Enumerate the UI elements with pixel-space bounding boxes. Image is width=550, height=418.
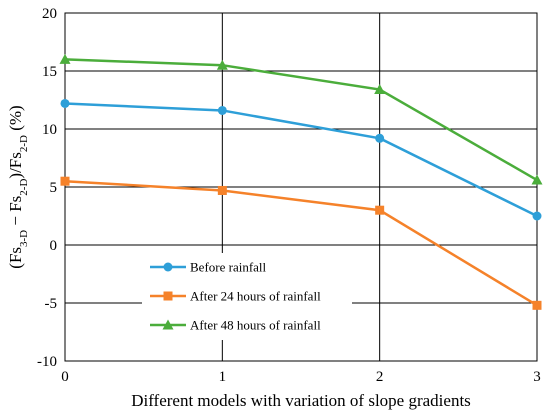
x-tick-label: 3 (533, 369, 541, 385)
legend-label: After 24 hours of rainfall (190, 289, 321, 304)
x-tick-label: 2 (376, 369, 384, 385)
series-line (64, 179, 538, 307)
y-tick-label: 15 (42, 64, 57, 80)
series (59, 53, 543, 310)
data-point (60, 98, 70, 108)
series-line (64, 102, 538, 218)
legend-marker (162, 319, 174, 330)
series-line (64, 58, 538, 182)
data-point (375, 205, 385, 215)
y-tick-label: 5 (50, 180, 58, 196)
series-3 (59, 53, 543, 185)
y-tick-label: 0 (50, 238, 58, 254)
legend-item: After 24 hours of rainfall (150, 289, 321, 304)
y-tick-label: -5 (45, 296, 58, 312)
legend-marker (163, 262, 173, 272)
data-point (532, 211, 542, 221)
legend: Before rainfall After 24 hours of rainfal… (142, 253, 352, 340)
series-2 (60, 176, 542, 310)
y-tick-labels: 20 15 10 5 0 -5 -10 (37, 6, 57, 370)
data-point (216, 59, 228, 70)
legend-label: After 48 hours of rainfall (190, 318, 321, 333)
y-axis-title: (Fs3-D − Fs2-D)/Fs2-D (%) (6, 105, 30, 268)
legend-item: Before rainfall (150, 260, 267, 275)
data-point (375, 133, 385, 143)
data-point (374, 84, 386, 95)
y-tick-label: -10 (37, 354, 57, 370)
x-tick-label: 0 (61, 369, 69, 385)
y-tick-label: 20 (42, 6, 57, 22)
x-tick-label: 1 (219, 369, 227, 385)
data-point (531, 174, 543, 185)
legend-marker (163, 291, 173, 301)
x-axis-title: Different models with variation of slope… (131, 391, 471, 410)
plot-frame (64, 12, 538, 362)
x-tick-labels: 0 1 2 3 (61, 369, 541, 385)
legend-item: After 48 hours of rainfall (150, 318, 321, 333)
data-point (59, 53, 71, 64)
legend-label: Before rainfall (190, 260, 267, 275)
data-point (532, 300, 542, 310)
data-point (217, 105, 227, 115)
series-1 (60, 98, 542, 221)
data-point (60, 176, 70, 186)
y-tick-label: 10 (42, 122, 57, 138)
data-point (217, 185, 227, 195)
